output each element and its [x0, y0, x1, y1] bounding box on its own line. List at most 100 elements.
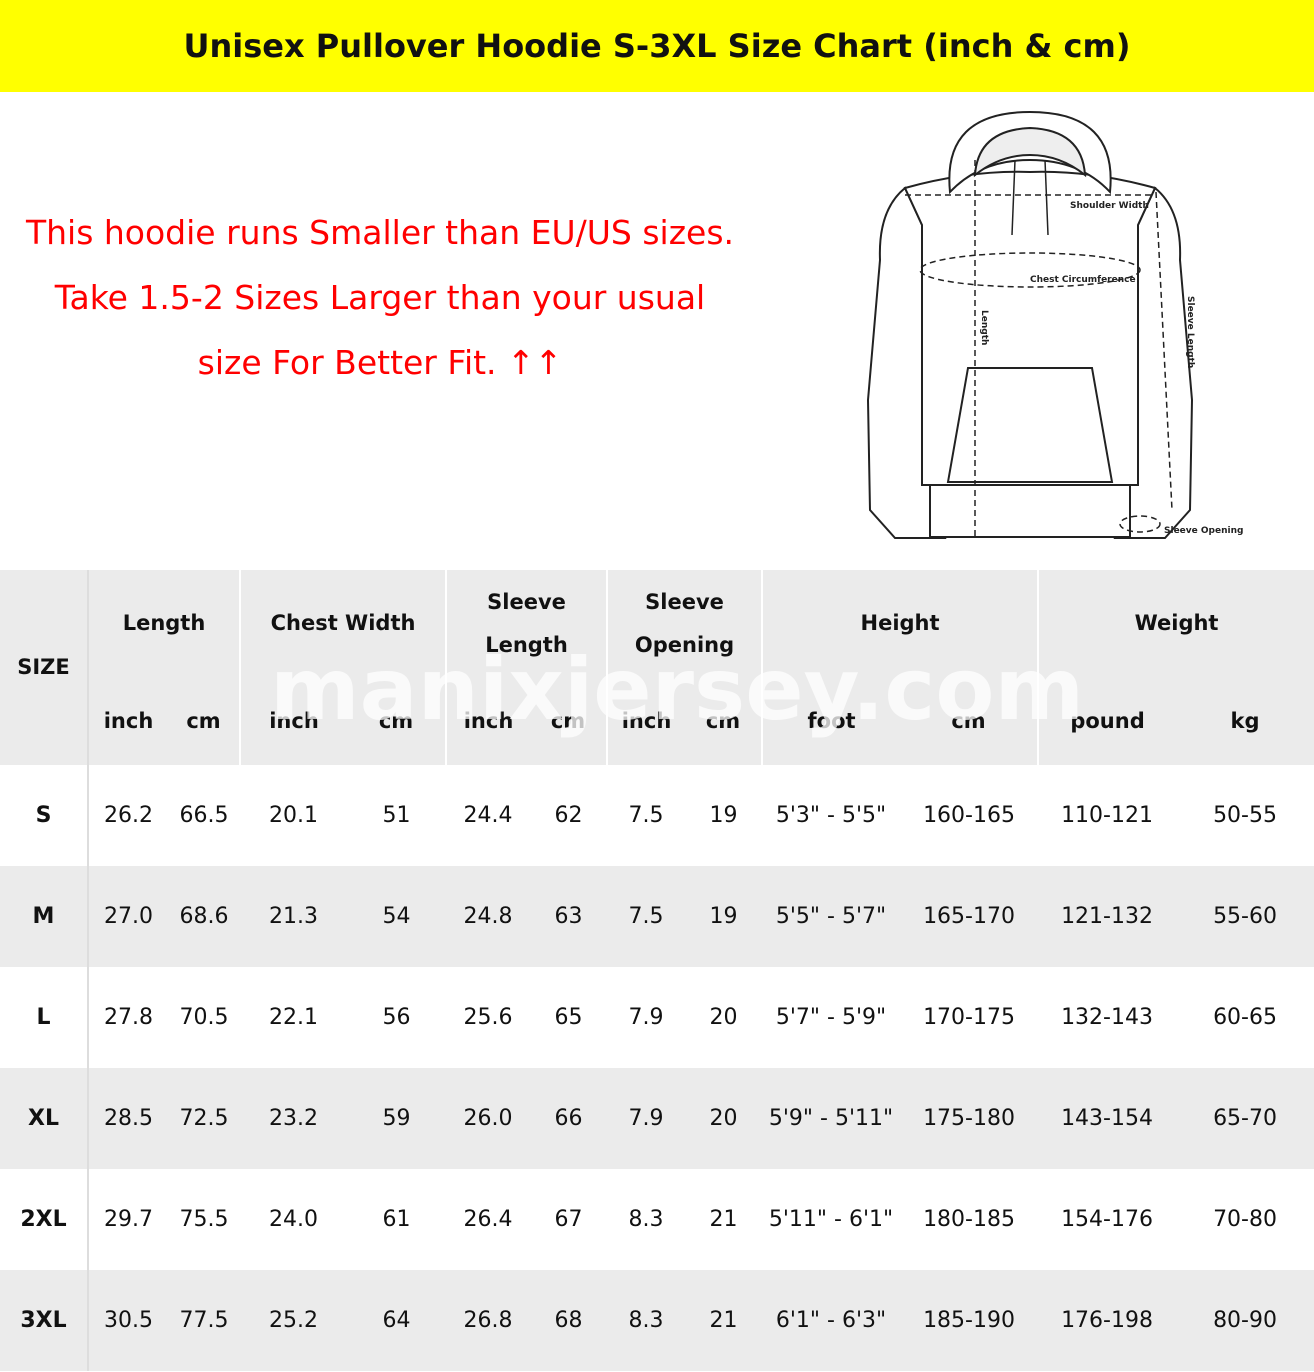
value-cell: 170-175 [923, 1005, 1015, 1030]
value-cell: 8.3 [628, 1207, 664, 1232]
table-row: L 27.8 70.5 22.1 56 25.6 65 7.9 20 5'7" - 5'9" 170… [0, 967, 1314, 1068]
value-cell: 5'3" - 5'5" [775, 803, 887, 828]
value-cell: 5'7" - 5'9" [775, 1005, 887, 1030]
value-cell: 25.6 [463, 1005, 513, 1030]
value-cell: 7.9 [628, 1005, 664, 1030]
value-cell: 26.0 [446, 1068, 531, 1169]
size-table: SIZE Length Chest Width Sleeve Length Sleeve… [0, 570, 1314, 1371]
value-cell: 63 [530, 866, 608, 967]
notice-line: This hoodie runs Smaller than EU/US size… [25, 213, 735, 252]
group-header: Height [761, 570, 1039, 677]
pocket [946, 367, 1114, 483]
value-cell: 185-190 [900, 1270, 1039, 1371]
value-cell: 54 [347, 866, 447, 967]
group-header: Length [86, 570, 241, 677]
value-cell: 24.0 [269, 1207, 318, 1232]
value-cell: 154-176 [1061, 1207, 1153, 1232]
value-cell: 29.7 [104, 1207, 153, 1232]
diagram-label: Chest Circumference [1030, 275, 1136, 285]
value-cell: 30.5 [88, 1270, 168, 1371]
unit-header: inch [87, 677, 168, 765]
value-cell: 70.5 [179, 1005, 229, 1030]
table-row: 2XL 29.7 75.5 24.0 61 26.4 67 8.3 21 5'11" - 6'1"… [0, 1169, 1314, 1270]
unit-header: cm [900, 677, 1039, 765]
table-row: XL 28.5 72.5 23.2 59 26.0 66 7.9 20 5'9" - 5'11" 1… [0, 1068, 1314, 1169]
group-header: Weight [1037, 570, 1314, 677]
value-cell: 160-165 [923, 803, 1015, 828]
value-cell: 27.8 [104, 1005, 153, 1030]
value-cell: 50-55 [1213, 803, 1277, 828]
value-cell: 72.5 [168, 1068, 241, 1169]
value-cell: 7.9 [607, 1068, 686, 1169]
value-cell: 26.2 [104, 803, 153, 828]
unit-header: foot [761, 677, 901, 765]
size-cell: XL [0, 1068, 89, 1169]
value-cell: 56 [382, 1005, 411, 1030]
size-header: SIZE [0, 570, 89, 765]
value-cell: 143-154 [1038, 1068, 1177, 1169]
title: Unisex Pullover Hoodie S-3XL Size Chart … [183, 27, 1131, 65]
diagram-label: Shoulder Width [1070, 201, 1149, 211]
size-cell: M [0, 866, 89, 967]
sleeve-line [1155, 191, 1173, 511]
value-cell: 22.1 [269, 1005, 318, 1030]
unit-header: inch [445, 677, 531, 765]
value-cell: 70-80 [1213, 1207, 1277, 1232]
size-cell: 2XL [0, 1169, 89, 1270]
waistband [929, 484, 1131, 538]
value-cell: 176-198 [1038, 1270, 1177, 1371]
value-cell: 5'9" - 5'11" [762, 1068, 901, 1169]
unit-header: inch [239, 677, 348, 765]
notice-line: Take 1.5-2 Sizes Larger than your usual … [54, 278, 706, 382]
waistband-edge [929, 484, 1131, 538]
unit-header: cm [530, 677, 608, 765]
value-cell: 6'1" - 6'3" [762, 1270, 901, 1371]
value-cell: 66 [530, 1068, 608, 1169]
opening-line [1119, 515, 1161, 533]
value-cell: 8.3 [607, 1270, 686, 1371]
value-cell: 132-143 [1061, 1005, 1153, 1030]
value-cell: 180-185 [923, 1207, 1015, 1232]
unit-header: cm [347, 677, 447, 765]
hood-inner [973, 126, 1087, 178]
title-bar: Unisex Pullover Hoodie S-3XL Size Chart … [0, 0, 1314, 92]
value-cell: 75.5 [179, 1207, 229, 1232]
unit-header: kg [1176, 677, 1314, 765]
value-cell: 175-180 [900, 1068, 1039, 1169]
value-cell: 25.2 [240, 1270, 348, 1371]
value-cell: 20.1 [269, 803, 318, 828]
chest-line [919, 252, 1141, 288]
value-cell: 110-121 [1061, 803, 1153, 828]
value-cell: 28.5 [88, 1068, 168, 1169]
unit-header: pound [1037, 677, 1177, 765]
value-cell: 19 [685, 866, 763, 967]
value-cell: 65-70 [1176, 1068, 1314, 1169]
size-cell: 3XL [0, 1270, 89, 1371]
size-cell: L [0, 967, 89, 1068]
value-cell: 5'5" - 5'7" [762, 866, 901, 967]
value-cell: 20 [685, 1068, 763, 1169]
value-cell: 51 [382, 803, 411, 828]
group-header: Sleeve Opening [606, 570, 763, 677]
value-cell: 77.5 [168, 1270, 241, 1371]
table-row: M 27.0 68.6 21.3 54 24.8 63 7.5 19 5'5" - 5'7" 165… [0, 866, 1314, 967]
value-cell: 7.5 [607, 866, 686, 967]
value-cell: 21.3 [240, 866, 348, 967]
hoodie-diagram: Shoulder Width Chest Circumference Lengt… [866, 110, 1243, 539]
group-header: Chest Width [239, 570, 447, 677]
value-cell: 24.4 [463, 803, 513, 828]
value-cell: 61 [382, 1207, 411, 1232]
value-cell: 5'11" - 6'1" [768, 1207, 894, 1232]
diagram-label: Length [979, 310, 989, 345]
value-cell: 24.8 [446, 866, 531, 967]
value-cell: 59 [347, 1068, 447, 1169]
value-cell: 26.4 [463, 1207, 513, 1232]
value-cell: 7.5 [628, 803, 664, 828]
unit-header: inch [606, 677, 686, 765]
value-cell: 68 [530, 1270, 608, 1371]
value-cell: 80-90 [1176, 1270, 1314, 1371]
table-row: S 26.2 66.5 20.1 51 24.4 62 7.5 19 5'3" - 5'5" 160… [0, 765, 1314, 866]
value-cell: 68.6 [168, 866, 241, 967]
notice: This hoodie runs Smaller than EU/US size… [0, 200, 760, 395]
size-cell: S [0, 765, 89, 866]
